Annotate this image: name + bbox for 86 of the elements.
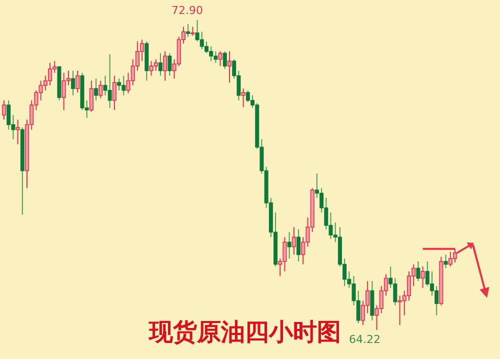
candlestick — [43, 75, 48, 91]
candlestick — [204, 40, 208, 54]
candlestick — [425, 260, 430, 287]
candlestick — [200, 31, 204, 50]
candlestick — [379, 286, 384, 314]
candlestick — [448, 251, 452, 267]
candlestick — [287, 232, 292, 260]
candlestick — [76, 70, 80, 93]
annotation: 64.22 — [349, 333, 381, 346]
candlestick — [149, 60, 154, 76]
candlestick — [393, 278, 398, 306]
candlestick — [434, 286, 439, 316]
candlestick — [227, 50, 232, 83]
candlestick — [89, 80, 94, 112]
candlestick — [406, 270, 411, 302]
candlestick — [282, 236, 287, 272]
candlestick — [62, 72, 66, 110]
candlestick — [314, 173, 319, 198]
candlestick — [352, 276, 356, 306]
candlestick — [356, 290, 360, 324]
candlestick — [98, 80, 103, 99]
candlestick — [260, 138, 264, 174]
candlestick — [158, 52, 162, 76]
candlestick — [301, 236, 306, 265]
title: 现货原油四小时图 — [149, 317, 341, 346]
candlestick — [222, 50, 227, 70]
candlestick — [52, 60, 57, 74]
candlestick — [2, 100, 6, 120]
candlestick — [420, 266, 425, 288]
candlestick — [172, 58, 176, 80]
candlestick — [71, 70, 76, 96]
candlestick — [84, 100, 89, 118]
candlestick — [6, 100, 11, 130]
candlestick — [278, 258, 282, 277]
candlestick — [214, 50, 218, 64]
candlestick — [112, 75, 116, 110]
candlestick — [135, 40, 140, 72]
candlestick — [130, 58, 135, 86]
candlestick — [236, 70, 241, 101]
candlestick — [250, 94, 255, 108]
candlestick — [412, 264, 416, 287]
candlestick — [416, 260, 420, 282]
candlestick — [209, 46, 214, 62]
candlestick — [108, 54, 112, 108]
candlestick — [328, 212, 333, 240]
candlestick — [384, 274, 388, 296]
candlestick — [140, 39, 144, 62]
candlestick — [122, 75, 126, 96]
candlestick — [163, 50, 168, 82]
candlestick — [246, 90, 250, 103]
candlestick — [94, 78, 98, 101]
candlestick — [324, 197, 328, 230]
candlestick — [34, 90, 38, 110]
candlestick — [360, 300, 365, 326]
candlestick — [320, 188, 324, 213]
candlestick — [48, 62, 52, 86]
candlestick — [66, 70, 70, 86]
candlestick — [402, 290, 406, 316]
candlestick — [126, 72, 130, 94]
candlestick — [195, 20, 200, 42]
candlestick — [103, 75, 108, 96]
candlestick — [11, 114, 16, 140]
candlestick — [168, 52, 172, 76]
candlestick — [186, 23, 190, 38]
candlestick — [347, 270, 352, 288]
candlestick — [241, 88, 246, 108]
candlestick — [452, 248, 458, 263]
candlestick — [366, 280, 370, 314]
candlestick — [306, 217, 310, 248]
candlestick — [181, 26, 186, 44]
candlestick — [117, 78, 122, 91]
candlestick — [30, 100, 34, 130]
candlestick — [16, 119, 20, 145]
candlestick — [333, 222, 338, 243]
candlestick — [218, 50, 222, 67]
candlestick — [342, 258, 347, 287]
candlestick — [430, 270, 434, 296]
annotation: 72.90 — [172, 4, 204, 17]
candlestick — [232, 58, 236, 80]
candlestick — [38, 80, 43, 101]
candlestick — [444, 254, 448, 269]
candlestick — [296, 228, 301, 262]
candlestick — [154, 58, 158, 72]
candlestick — [292, 226, 296, 256]
candlestick — [374, 304, 379, 330]
candlestick — [388, 266, 393, 288]
